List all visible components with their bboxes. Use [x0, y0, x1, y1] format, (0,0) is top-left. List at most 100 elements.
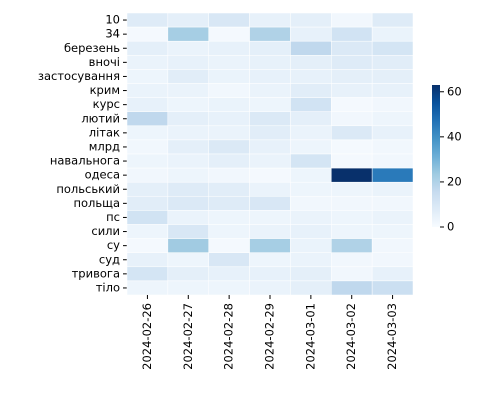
heatmap-cell — [208, 55, 250, 70]
heatmap-cell — [167, 139, 209, 155]
heatmap-cell — [167, 196, 209, 211]
heatmap-cell — [208, 83, 250, 98]
heatmap-cell — [290, 69, 332, 84]
heatmap-cell — [249, 83, 291, 98]
heatmap-cell — [290, 55, 332, 70]
heatmap-cell — [290, 111, 332, 127]
heatmap-cell — [331, 181, 373, 197]
heatmap-cell — [126, 167, 169, 183]
heatmap-cell — [290, 12, 332, 28]
y-tick-label: літак — [89, 125, 120, 139]
heatmap-cell — [290, 280, 332, 296]
heatmap-cell — [371, 97, 414, 112]
y-tick-label: тіло — [96, 280, 120, 294]
heatmap-cell — [208, 111, 250, 127]
heatmap-cell — [167, 97, 209, 112]
heatmap-cell — [331, 266, 373, 282]
heatmap-cell — [208, 238, 250, 253]
heatmap-cell — [208, 12, 250, 28]
heatmap-cell — [249, 181, 291, 197]
heatmap-cell — [208, 266, 250, 282]
heatmap-cell — [371, 181, 414, 197]
heatmap-cell — [290, 181, 332, 197]
heatmap-cell — [249, 210, 291, 225]
colorbar-tick-label: 20 — [447, 174, 462, 188]
heatmap-cell — [249, 55, 291, 70]
y-tick-label: крим — [90, 83, 120, 97]
heatmap-cell — [249, 167, 291, 183]
heatmap-cell — [208, 181, 250, 197]
heatmap-cell — [290, 167, 332, 183]
heatmap-cell — [290, 125, 332, 141]
heatmap-cell — [331, 83, 373, 98]
heatmap-cell — [208, 125, 250, 141]
x-tick-label: 2024-03-03 — [385, 303, 399, 370]
heatmap-cell — [371, 111, 414, 127]
y-tick-label: су — [107, 238, 120, 252]
y-tick-label: застосування — [38, 69, 120, 83]
heatmap-cell — [126, 125, 169, 141]
heatmap-cell — [290, 83, 332, 98]
heatmap-cell — [126, 55, 169, 70]
heatmap-cell — [126, 280, 169, 296]
y-tick-label: млрд — [89, 139, 120, 153]
heatmap-cell — [249, 111, 291, 127]
heatmap-cell — [208, 224, 250, 239]
heatmap-cell — [208, 252, 250, 268]
heatmap-cell — [331, 210, 373, 225]
y-tick-label: суд — [99, 252, 120, 266]
y-tick-label: навальнога — [50, 154, 120, 168]
heatmap-cell — [371, 224, 414, 239]
heatmap-cell — [167, 167, 209, 183]
y-tick-label: тривога — [72, 266, 120, 280]
heatmap-cell — [167, 266, 209, 282]
colorbar-tick-label: 60 — [447, 84, 462, 98]
heatmap-cell — [371, 125, 414, 141]
heatmap-cell — [249, 12, 291, 28]
heatmap-cell — [290, 210, 332, 225]
y-tick-label: 10 — [105, 13, 120, 27]
heatmap-cell — [249, 224, 291, 239]
heatmap-cell — [371, 153, 414, 169]
x-tick-label: 2024-03-02 — [344, 303, 358, 370]
y-tick-label: пс — [106, 210, 120, 224]
heatmap-cell — [331, 12, 373, 28]
heatmap-cell — [167, 69, 209, 84]
x-tick-label: 2024-02-28 — [222, 303, 236, 370]
heatmap-cell — [249, 252, 291, 268]
heatmap-cell — [290, 97, 332, 112]
heatmap-cell — [249, 97, 291, 112]
heatmap-cell — [208, 40, 250, 56]
heatmap-cell — [126, 153, 169, 169]
heatmap-cell — [371, 26, 414, 42]
heatmap-cell — [167, 111, 209, 127]
heatmap-cell — [126, 26, 169, 42]
colorbar-tick-label: 0 — [447, 220, 454, 234]
heatmap-cell — [331, 139, 373, 155]
heatmap-cell — [208, 167, 250, 183]
heatmap-cell — [331, 252, 373, 268]
heatmap-cell — [371, 167, 414, 183]
heatmap-cell — [290, 26, 332, 42]
heatmap-cell — [167, 125, 209, 141]
heatmap-cell — [371, 280, 414, 296]
heatmap-cell — [249, 125, 291, 141]
heatmap-cell — [167, 153, 209, 169]
heatmap-cell — [331, 40, 373, 56]
heatmap-cell — [331, 26, 373, 42]
heatmap-cell — [331, 111, 373, 127]
heatmap-cell — [167, 12, 209, 28]
heatmap-cell — [208, 69, 250, 84]
heatmap-cell — [249, 196, 291, 211]
heatmap-cell — [331, 238, 373, 253]
heatmap-cell — [371, 139, 414, 155]
y-tick-label: одеса — [85, 168, 120, 182]
heatmap-cell — [249, 69, 291, 84]
heatmap-cell — [371, 252, 414, 268]
heatmap-cell — [208, 153, 250, 169]
heatmap-cell — [371, 210, 414, 225]
heatmap-cell — [249, 266, 291, 282]
heatmap-cell — [331, 280, 373, 296]
heatmap-cell — [167, 40, 209, 56]
heatmap-cell — [290, 266, 332, 282]
